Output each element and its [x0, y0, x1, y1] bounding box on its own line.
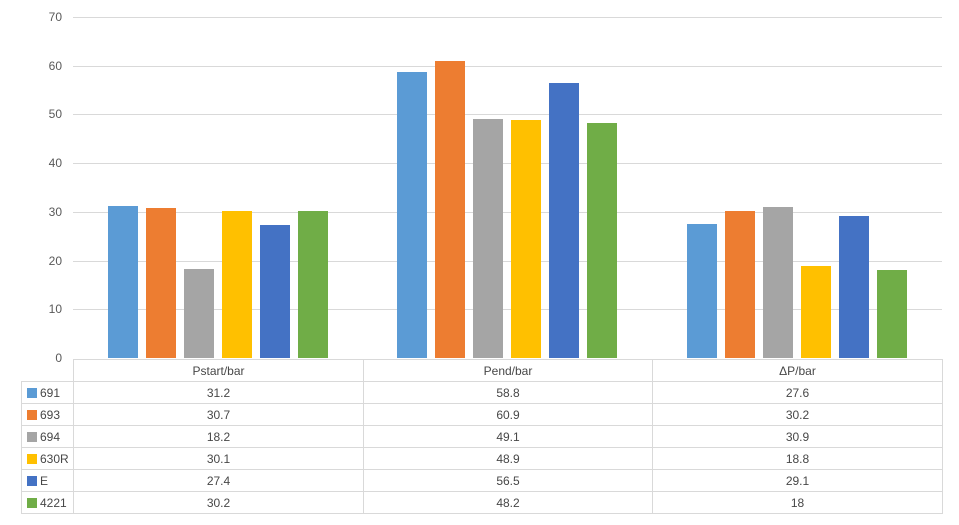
table-value-s3-c1: 48.9	[363, 447, 653, 470]
series-name-label: 630R	[40, 451, 69, 466]
series-name-label: 4221	[40, 495, 67, 510]
table-value-s4-c0: 27.4	[73, 469, 364, 492]
table-value-s1-c2: 30.2	[652, 403, 943, 426]
gridline-y-60	[73, 65, 942, 67]
bar-s2-c2	[763, 207, 794, 358]
bar-s5-c2	[877, 270, 908, 358]
bar-s0-c0	[107, 206, 138, 358]
legend-swatch-icon	[27, 497, 37, 508]
table-header-cell-2: ΔP/bar	[652, 359, 943, 382]
legend-swatch-icon	[27, 453, 37, 464]
table-value-s5-c2: 18	[652, 491, 943, 514]
table-value-s1-c1: 60.9	[363, 403, 653, 426]
bar-s5-c1	[587, 123, 618, 358]
table-value-s1-c0: 30.7	[73, 403, 364, 426]
y-axis-tick-label: 0	[55, 351, 62, 365]
series-name-label: E	[40, 473, 49, 488]
table-value-s2-c2: 30.9	[652, 425, 943, 448]
table-header-cell-1: Pend/bar	[363, 359, 653, 382]
bar-s0-c2	[687, 223, 718, 358]
gridline-y-30	[73, 211, 942, 213]
table-row-694: 694 18.2 49.1 30.9	[21, 425, 943, 448]
bar-group-0	[73, 17, 363, 358]
gridline-y-10	[73, 309, 942, 311]
legend-cell-0: 691	[21, 381, 74, 404]
table-value-s2-c0: 18.2	[73, 425, 364, 448]
legend-cell-5: 4221	[21, 491, 74, 514]
table-value-s0-c2: 27.6	[652, 381, 943, 404]
table-value-s2-c1: 49.1	[363, 425, 653, 448]
table-value-s5-c0: 30.2	[73, 491, 364, 514]
legend-cell-4: E	[21, 469, 74, 492]
y-axis-tick-label: 20	[48, 253, 62, 268]
bar-s2-c0	[183, 269, 214, 358]
series-name-label: 694	[40, 429, 61, 444]
y-axis-tick-label: 70	[48, 10, 62, 24]
table-value-s5-c1: 48.2	[363, 491, 653, 514]
bar-s1-c1	[435, 61, 466, 358]
gridline-y-40	[73, 163, 942, 165]
legend-swatch-icon	[27, 409, 37, 420]
table-row-691: 691 31.2 58.8 27.6	[21, 381, 943, 404]
plot-area	[73, 17, 942, 358]
legend-cell-1: 693	[21, 403, 74, 426]
gridline-y-50	[73, 114, 942, 116]
table-value-s4-c1: 56.5	[363, 469, 653, 492]
y-axis-tick-label: 30	[48, 204, 62, 219]
legend-swatch-icon	[27, 387, 37, 398]
bar-s3-c1	[511, 119, 542, 358]
bar-s1-c0	[145, 208, 176, 358]
table-row-4221: 4221 30.2 48.2 18	[21, 491, 943, 514]
gridline-y-70	[73, 17, 942, 18]
table-value-s4-c2: 29.1	[652, 469, 943, 492]
table-value-s3-c2: 18.8	[652, 447, 943, 470]
bar-s4-c0	[259, 224, 290, 358]
bar-s4-c2	[839, 216, 870, 358]
table-row-630R: 630R 30.1 48.9 18.8	[21, 447, 943, 470]
bar-s3-c2	[801, 266, 832, 358]
series-name-label: 691	[40, 385, 61, 400]
table-value-s0-c0: 31.2	[73, 381, 364, 404]
bar-group-1	[363, 17, 653, 358]
legend-cell-2: 694	[21, 425, 74, 448]
table-row-E: E 27.4 56.5 29.1	[21, 469, 943, 492]
bar-s5-c0	[297, 210, 328, 358]
table-value-s3-c0: 30.1	[73, 447, 364, 470]
bar-s3-c0	[221, 211, 252, 358]
table-value-s0-c1: 58.8	[363, 381, 653, 404]
bar-s1-c2	[725, 210, 756, 358]
y-axis-tick-label: 10	[48, 302, 62, 317]
table-header-row: Pstart/bar Pend/bar ΔP/bar	[22, 359, 943, 382]
table-row-693: 693 30.7 60.9 30.2	[21, 403, 943, 426]
data-table: Pstart/bar Pend/bar ΔP/bar 691 31.2 58.8 27.6 6…	[21, 359, 943, 514]
gridline-y-20	[73, 260, 942, 262]
table-header-cell-0: Pstart/bar	[73, 359, 364, 382]
legend-swatch-icon	[27, 431, 37, 442]
bar-s2-c1	[473, 118, 504, 358]
table-corner-cell	[22, 360, 74, 382]
legend-cell-3: 630R	[21, 447, 74, 470]
bar-s0-c1	[397, 71, 428, 358]
legend-swatch-icon	[27, 475, 37, 486]
series-name-label: 693	[40, 407, 61, 422]
y-axis-tick-label: 50	[48, 107, 62, 122]
y-axis-tick-label: 40	[48, 156, 62, 171]
bar-group-2	[652, 17, 942, 358]
y-axis-tick-label: 60	[48, 58, 62, 73]
bar-s4-c1	[549, 82, 580, 358]
